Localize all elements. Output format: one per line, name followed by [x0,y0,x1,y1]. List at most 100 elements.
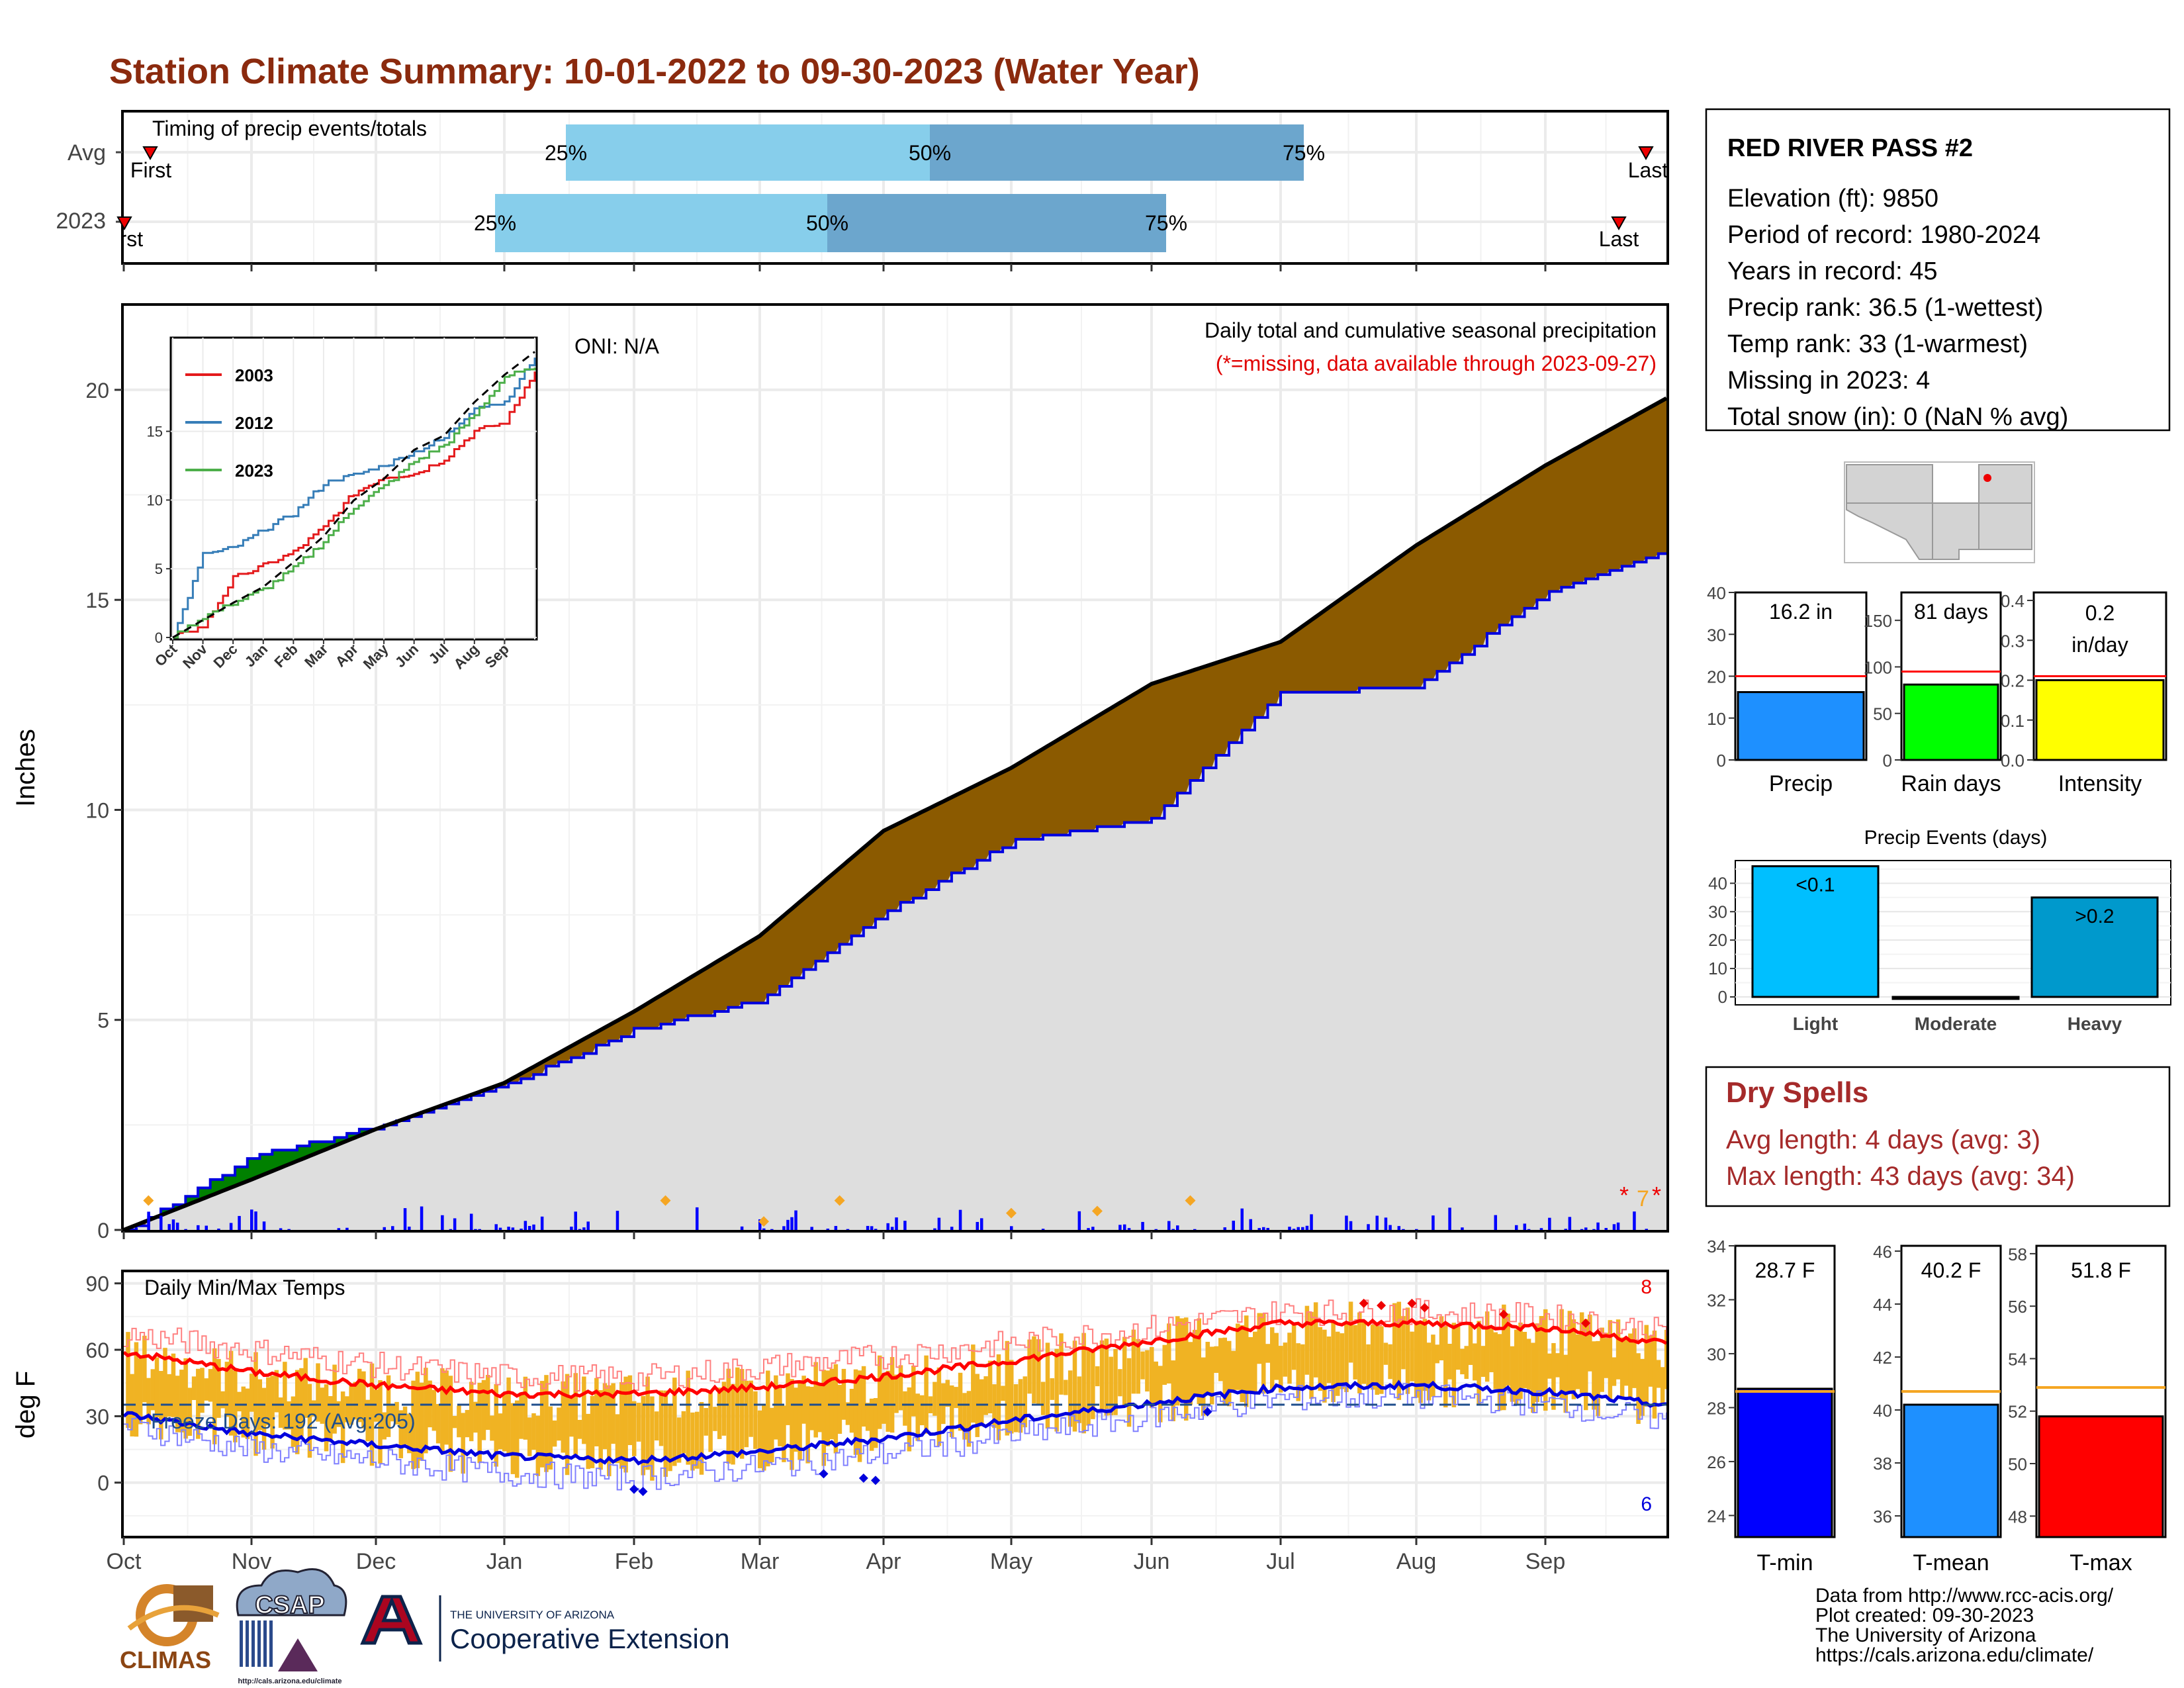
timing-row-2023-label: 2023 [56,209,106,234]
temp-summary-ytick-label: 50 [2008,1454,2027,1474]
record-min-count: 6 [1641,1493,1652,1515]
daily-temp-range-bar [704,1407,709,1436]
daily-temp-range-bar [1567,1311,1572,1393]
daily-temp-range-bar [163,1348,167,1419]
daily-temp-range-bar [1091,1352,1095,1419]
daily-temp-range-bar [1392,1303,1397,1386]
daily-temp-range-bar [817,1385,822,1432]
daily-temp-range-bar [134,1342,139,1437]
daily-temp-range-bar [179,1370,184,1432]
daily-precip-bar [1292,1229,1296,1230]
daily-precip-bar [933,1228,936,1230]
daily-precip-bar [1087,1228,1090,1230]
daily-temp-range-bar [208,1369,213,1402]
daily-temp-range-bar [845,1402,850,1425]
daily-precip-bar [1616,1222,1620,1230]
daily-temp-range-bar [1072,1340,1077,1432]
daily-precip-bar [532,1224,535,1230]
daily-temp-range-bar [1214,1346,1218,1373]
daily-precip-bar [474,1229,477,1230]
daily-temp-range-bar [527,1417,532,1456]
summary-ytick-label: 40 [1707,583,1726,603]
daily-temp-range-bar [717,1387,722,1439]
daily-temp-range-bar [924,1355,929,1434]
daily-temp-range-bar [1506,1313,1510,1386]
daily-temp-range-bar [1077,1376,1082,1423]
daily-temp-range-bar [936,1367,942,1446]
precip-ytick-label: 15 [85,588,109,612]
csap-logo: CSAP http://cals.arizona.edu/climate [236,1568,347,1685]
inset-series-2012 [173,357,536,639]
daily-temp-range-bar [1257,1313,1261,1364]
events-title: Precip Events (days) [1864,827,2048,849]
month-label-mar: Mar [741,1549,780,1574]
daily-temp-range-bar [611,1383,615,1444]
summary-ytick-label: 0.4 [2001,591,2025,611]
daily-precip-bar [229,1223,233,1230]
page-title: Station Climate Summary: 10-01-2022 to 0… [109,52,1200,91]
daily-temp-range-bar [753,1391,758,1449]
y2023-q1-bar [495,194,827,252]
precip-title: Daily total and cumulative seasonal prec… [1205,318,1657,342]
footer-line-3: The University of Arizona [1815,1624,2036,1646]
temp-summary-bar-t-max [2038,1415,2164,1538]
avg-p25-label: 25% [545,141,587,165]
temp-summary-ytick-label: 26 [1707,1452,1726,1472]
daily-temp-range-bar [187,1387,193,1436]
daily-temp-range-bar [473,1401,478,1433]
daily-temp-range-bar [1231,1350,1236,1391]
daily-temp-range-bar [1313,1302,1318,1378]
daily-precip-bar [511,1227,515,1230]
daily-precip-bar [1514,1225,1518,1230]
daily-temp-range-bar [873,1398,878,1448]
daily-temp-range-bar [1493,1332,1498,1389]
daily-temp-range-bar [1188,1342,1193,1405]
daily-precip-bar [582,1227,586,1230]
daily-precip-bar [615,1211,619,1230]
timing-row-avg-label: Avg [68,140,106,165]
daily-temp-range-bar [1388,1344,1392,1380]
dry-spells-max: Max length: 43 days (avg: 34) [1726,1162,2075,1191]
daily-precip-bar [254,1211,257,1230]
daily-precip-bar [950,1227,954,1230]
daily-temp-range-bar [1335,1331,1340,1396]
daily-temp-range-bar [142,1335,147,1403]
daily-temp-range-bar [1244,1315,1249,1407]
daily-temp-range-bar [1050,1378,1055,1400]
daily-temp-range-bar [577,1419,582,1439]
temp-summary-ytick-label: 30 [1707,1344,1726,1364]
events-category-label: Heavy [2068,1013,2122,1034]
daily-temp-range-bar [790,1379,794,1470]
daily-temp-range-bar [907,1387,912,1452]
daily-temp-range-bar [183,1358,188,1439]
daily-temp-range-bar [299,1368,304,1436]
daily-temp-range-bar [1118,1369,1122,1397]
inset-legend: 2003 2012 2023 [185,365,273,481]
daily-temp-range-bar [996,1354,1001,1440]
avg-min-line [124,1380,1666,1466]
daily-precip-bar [1548,1217,1551,1230]
daily-temp-range-bar [1405,1307,1410,1394]
daily-temp-range-bar [766,1370,770,1467]
temp-title: Daily Min/Max Temps [144,1276,345,1299]
daily-precip-bar [1249,1219,1252,1230]
daily-precip-bar [159,1215,163,1230]
daily-temp-range-bar [220,1391,225,1409]
inset-ytick-label: 0 [155,630,163,646]
footer-credits: Data from http://www.rcc-acis.org/ Plot … [1815,1585,2114,1666]
daily-temp-range-bar [1291,1323,1297,1370]
daily-temp-range-bar [312,1400,316,1417]
summary-value-label: in/day [2071,633,2128,657]
daily-temp-range-bar [886,1370,890,1432]
daily-temp-range-bar [1375,1324,1379,1395]
daily-temp-range-bar [1414,1321,1419,1398]
daily-temp-range-bar [987,1360,993,1414]
daily-precip-bar [866,1225,870,1230]
record-high-marker [1359,1298,1369,1308]
daily-temp-range-bar [770,1407,774,1462]
daily-temp-range-bar [1150,1347,1154,1408]
summary-value-label: 16.2 in [1769,600,1833,624]
temp-summary-bar-label: T-mean [1913,1550,1989,1575]
summary-ytick-label: 30 [1707,625,1726,645]
daily-precip-bar [453,1218,457,1230]
